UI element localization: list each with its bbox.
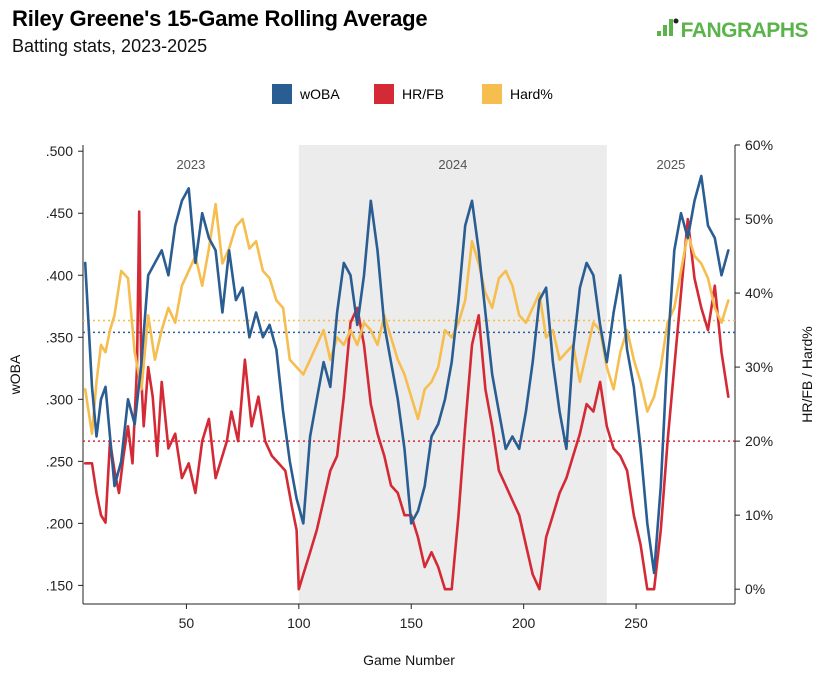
y-left-tick-label: .300 xyxy=(46,391,73,407)
season-label-2025: 2025 xyxy=(656,157,685,172)
woba-series-line xyxy=(83,174,730,575)
x-tick-label: 50 xyxy=(179,615,195,631)
y-left-tick-label: .250 xyxy=(46,453,73,469)
legend-item-woba: wOBA xyxy=(272,84,340,104)
legend-swatch-hard- xyxy=(482,84,502,104)
y-left-tick-label: .400 xyxy=(46,267,73,283)
y-left-tick-label: .450 xyxy=(46,205,73,221)
season-label-2024: 2024 xyxy=(438,157,467,172)
y-right-tick-label: 0% xyxy=(745,581,765,597)
hr-fb-series-line xyxy=(83,210,730,591)
legend-item-hr-fb: HR/FB xyxy=(374,84,444,104)
x-tick-label: 100 xyxy=(287,615,311,631)
x-tick-label: 250 xyxy=(624,615,648,631)
series-lines xyxy=(83,174,730,591)
legend: wOBA HR/FB Hard% xyxy=(272,84,553,104)
chart-title: Riley Greene's 15-Game Rolling Average xyxy=(12,6,428,31)
x-tick-label: 150 xyxy=(400,615,424,631)
chart-subtitle: Batting stats, 2023-2025 xyxy=(12,36,208,56)
y-right-tick-label: 10% xyxy=(745,507,773,523)
y-left-tick-label: .500 xyxy=(46,143,73,159)
x-axis-title: Game Number xyxy=(363,652,455,668)
y-axis-left-title: wOBA xyxy=(7,354,23,395)
legend-swatch-woba xyxy=(272,84,292,104)
fangraphs-logo-icon xyxy=(656,17,679,43)
x-tick-label: 200 xyxy=(512,615,536,631)
y-axis-right-title: HR/FB / Hard% xyxy=(799,326,815,422)
legend-label-hr-fb: HR/FB xyxy=(402,86,444,102)
season-label-2023: 2023 xyxy=(176,157,205,172)
axes: 50 100 150 200 250 .150 .200 .250 .300 .350 .400 .4… xyxy=(7,137,815,668)
legend-label-woba: wOBA xyxy=(299,86,340,102)
y-right-tick-label: 30% xyxy=(745,359,773,375)
legend-swatch-hr-fb xyxy=(374,84,394,104)
y-left-tick-label: .150 xyxy=(46,577,73,593)
y-right-tick-label: 50% xyxy=(745,211,773,227)
average-lines xyxy=(83,319,735,442)
fangraphs-logo[interactable]: FANGRAPHS xyxy=(656,17,809,43)
y-left-tick-label: .200 xyxy=(46,515,73,531)
hard--series-line xyxy=(83,202,730,436)
y-right-tick-label: 20% xyxy=(745,433,773,449)
y-right-tick-label: 60% xyxy=(745,137,773,153)
y-right-tick-label: 40% xyxy=(745,285,773,301)
legend-item-hard-: Hard% xyxy=(482,84,553,104)
y-left-tick-label: .350 xyxy=(46,329,73,345)
legend-label-hard-: Hard% xyxy=(510,86,553,102)
fangraphs-logo-text: FANGRAPHS xyxy=(680,19,809,42)
